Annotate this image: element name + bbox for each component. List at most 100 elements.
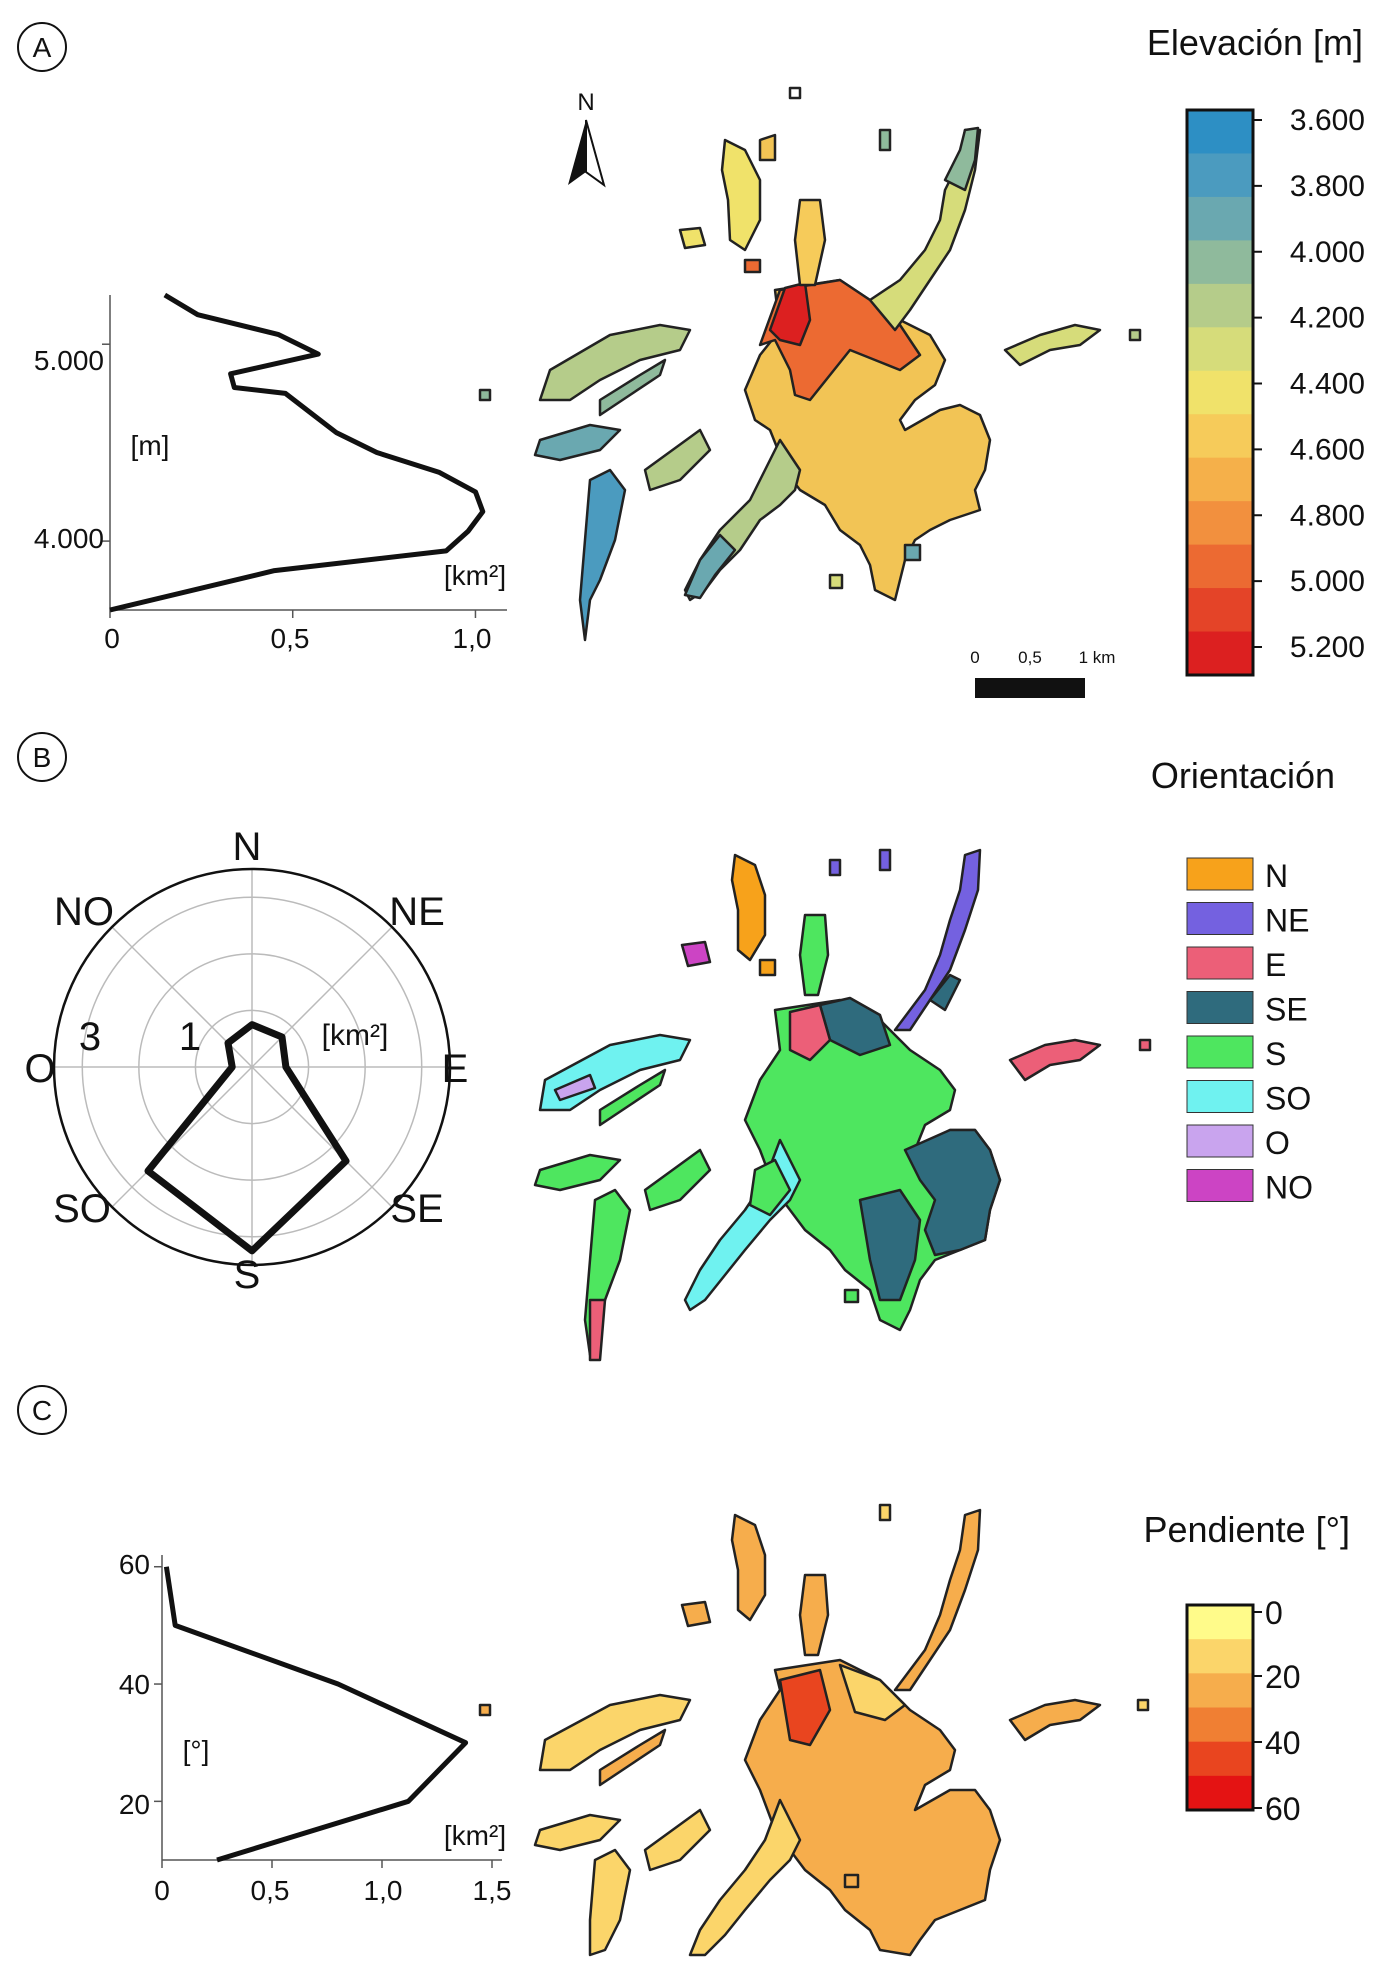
slope-chart-xtick-0: 0 bbox=[154, 1875, 170, 1906]
elevation-chart-ytick-4000: 4.000 bbox=[34, 523, 104, 554]
map-c-w-arm-2 bbox=[598, 1728, 667, 1787]
map-c-sw-lobe bbox=[688, 1798, 802, 1957]
aspect-rose-outer-ring bbox=[52, 867, 452, 1267]
aspect-legend-label: NO bbox=[1265, 1170, 1313, 1206]
map-a-ne-arm bbox=[1003, 323, 1102, 367]
map-b-patch-1 bbox=[758, 958, 777, 977]
elevation-map bbox=[478, 86, 1142, 642]
panel-a-letter: A bbox=[33, 32, 52, 63]
aspect-rose: 3 1 [km²] N NE E SE S SO O NO bbox=[24, 825, 468, 1297]
aspect-legend-swatch bbox=[1186, 1035, 1254, 1069]
elevation-chart-xtick-0: 0 bbox=[104, 623, 120, 654]
elevation-legend-swatch bbox=[1187, 240, 1253, 285]
elevation-legend-label: 4.400 bbox=[1290, 368, 1365, 401]
map-a-small-patch-8 bbox=[478, 388, 492, 402]
map-a-small-patch-6 bbox=[828, 573, 844, 590]
elevation-legend-swatch bbox=[1187, 283, 1253, 328]
map-a-small-patch-7 bbox=[903, 543, 922, 562]
elevation-legend: Elevación [m] 3.600 3.800 4.000 4.200 4.400 4… bbox=[1147, 22, 1365, 677]
slope-legend-swatch bbox=[1187, 1605, 1253, 1640]
aspect-legend-label: O bbox=[1265, 1125, 1290, 1161]
map-a-n-finger bbox=[720, 138, 762, 252]
slope-legend-swatch bbox=[1187, 1775, 1253, 1811]
aspect-legend-label: NE bbox=[1265, 903, 1309, 939]
elevation-chart-ytick-5000: 5.000 bbox=[34, 345, 104, 376]
scale-bar-label-05: 0,5 bbox=[1018, 648, 1042, 667]
aspect-rose-dir-n: N bbox=[233, 825, 262, 869]
scale-bar-bar bbox=[975, 678, 1085, 698]
elevation-chart-xtick-05: 0,5 bbox=[271, 623, 310, 654]
aspect-legend-swatch bbox=[1186, 1169, 1254, 1202]
aspect-legend-label: S bbox=[1265, 1036, 1286, 1072]
panel-c-letter: C bbox=[32, 1395, 52, 1426]
elevation-legend-label: 5.200 bbox=[1290, 631, 1365, 664]
map-b-ne-ridge-cap bbox=[928, 973, 962, 1012]
slope-legend-label: 60 bbox=[1265, 1791, 1301, 1827]
north-arrow-label: N bbox=[577, 89, 594, 116]
map-c-n-finger-2 bbox=[798, 1573, 830, 1657]
map-b-w-arm-2 bbox=[598, 1068, 667, 1127]
map-a-ne-ridge-upper bbox=[943, 126, 980, 192]
map-c-steep bbox=[778, 1668, 832, 1747]
elevation-chart: 5.000 4.000 0 0,5 1,0 [m] [km²] bbox=[34, 292, 507, 654]
slope-legend-swatch bbox=[1187, 1741, 1253, 1777]
map-c-e-arm bbox=[1008, 1698, 1102, 1742]
slope-chart: 60 40 20 0 0,5 1,0 1,5 [°] [km²] bbox=[119, 1549, 512, 1906]
map-a-small-patch-3 bbox=[758, 133, 777, 162]
elevation-legend-label: 5.000 bbox=[1290, 565, 1365, 598]
map-c-patch-3 bbox=[878, 1503, 892, 1522]
elevation-legend-swatch bbox=[1187, 110, 1253, 154]
elevation-legend-frame bbox=[1185, 108, 1255, 677]
elevation-chart-line bbox=[109, 292, 486, 613]
elevation-legend-swatch bbox=[1187, 153, 1253, 198]
north-arrow-icon bbox=[568, 120, 586, 185]
elevation-legend-swatch bbox=[1187, 196, 1253, 241]
aspect-legend-swatch bbox=[1186, 991, 1254, 1024]
panel-b: B 3 1 [km²] N NE E SE S SO O NO bbox=[17, 732, 1335, 1362]
map-b-se-part bbox=[903, 1128, 1002, 1257]
slope-chart-ytick-60: 60 bbox=[119, 1549, 150, 1580]
slope-chart-ytick-20: 20 bbox=[119, 1789, 150, 1820]
slope-legend-swatch bbox=[1187, 1639, 1253, 1674]
aspect-rose-grid-spoke bbox=[251, 1066, 393, 1208]
slope-chart-xtick-10: 1,0 bbox=[364, 1875, 403, 1906]
map-b-w-arm-5 bbox=[643, 1148, 712, 1212]
aspect-legend-swatch bbox=[1186, 946, 1254, 980]
elevation-legend-swatch bbox=[1187, 501, 1253, 546]
elevation-legend-swatch bbox=[1187, 370, 1253, 415]
elevation-legend-swatch bbox=[1187, 544, 1253, 589]
aspect-rose-ring-label-3: 3 bbox=[79, 1015, 101, 1059]
panel-b-letter: B bbox=[33, 742, 52, 773]
aspect-legend: Orientación N NE E SE S SO O NO bbox=[1151, 755, 1335, 1206]
map-b-patch-5 bbox=[843, 1288, 860, 1304]
elevation-legend-label: 4.800 bbox=[1290, 499, 1365, 532]
map-a-small-patch-4 bbox=[878, 128, 892, 152]
scale-bar-label-0: 0 bbox=[970, 648, 979, 667]
slope-chart-xlabel: [km²] bbox=[444, 1820, 506, 1851]
map-a-small-patch-9 bbox=[788, 86, 802, 100]
map-b-no-patch bbox=[680, 940, 712, 968]
map-b-sw-lobe-2 bbox=[748, 1158, 792, 1217]
panel-a-letter-circle bbox=[17, 22, 67, 72]
slope-chart-xtick-05: 0,5 bbox=[251, 1875, 290, 1906]
map-b-n-finger-2 bbox=[798, 913, 830, 997]
elevation-legend-swatch bbox=[1187, 414, 1253, 459]
map-c-w-arm bbox=[538, 1693, 692, 1772]
map-c-patch-4 bbox=[478, 1703, 492, 1717]
map-b-patch-2 bbox=[878, 848, 892, 872]
map-b-top-e bbox=[788, 1003, 832, 1062]
aspect-rose-unit: [km²] bbox=[322, 1019, 389, 1052]
slope-legend-label: 40 bbox=[1265, 1725, 1301, 1761]
aspect-legend-swatch bbox=[1186, 1080, 1254, 1113]
elevation-legend-swatch bbox=[1187, 588, 1253, 633]
elevation-legend-label: 4.200 bbox=[1290, 302, 1365, 335]
elevation-legend-swatch bbox=[1187, 457, 1253, 502]
elevation-chart-xlabel: [km²] bbox=[444, 560, 506, 591]
map-b-patch-3 bbox=[828, 858, 842, 877]
map-c-n-finger bbox=[730, 1513, 767, 1622]
map-a-w-arm bbox=[538, 323, 692, 402]
aspect-rose-polygon bbox=[144, 1021, 350, 1255]
map-a-w-arm-4 bbox=[578, 468, 627, 642]
slope-chart-ylabel: [°] bbox=[183, 1735, 210, 1766]
map-a-small-patch-5 bbox=[1128, 328, 1142, 342]
